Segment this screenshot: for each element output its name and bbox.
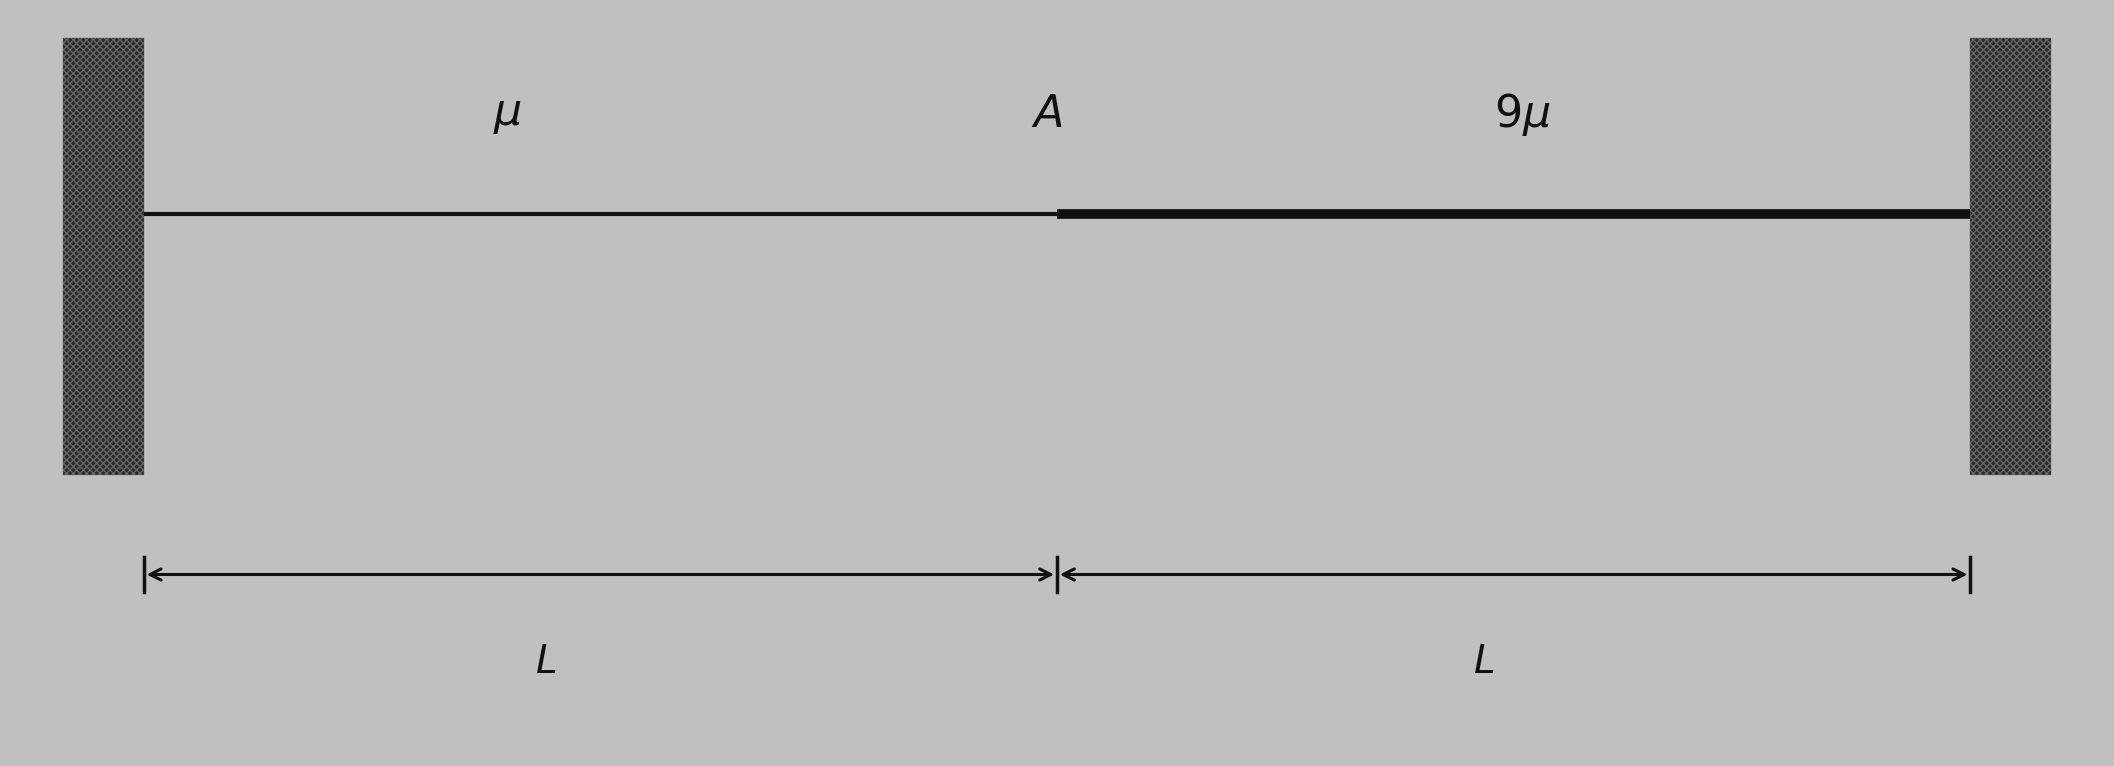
Text: $L$: $L$ bbox=[1473, 644, 1495, 681]
Bar bbox=[1970, 38, 2051, 475]
Bar bbox=[63, 38, 144, 475]
Bar bbox=[1158, 38, 1970, 475]
Text: $L$: $L$ bbox=[535, 644, 556, 681]
Text: $A$: $A$ bbox=[1030, 93, 1063, 136]
Text: $\mu$: $\mu$ bbox=[493, 93, 522, 136]
Bar bbox=[402, 574, 687, 735]
Bar bbox=[958, 38, 1158, 475]
Bar bbox=[1970, 38, 2051, 475]
Bar bbox=[1158, 475, 1970, 574]
Bar bbox=[144, 38, 958, 475]
Bar bbox=[144, 475, 958, 574]
Bar bbox=[1342, 574, 1628, 735]
Bar bbox=[63, 38, 144, 475]
Text: $9\mu$: $9\mu$ bbox=[1495, 91, 1550, 139]
